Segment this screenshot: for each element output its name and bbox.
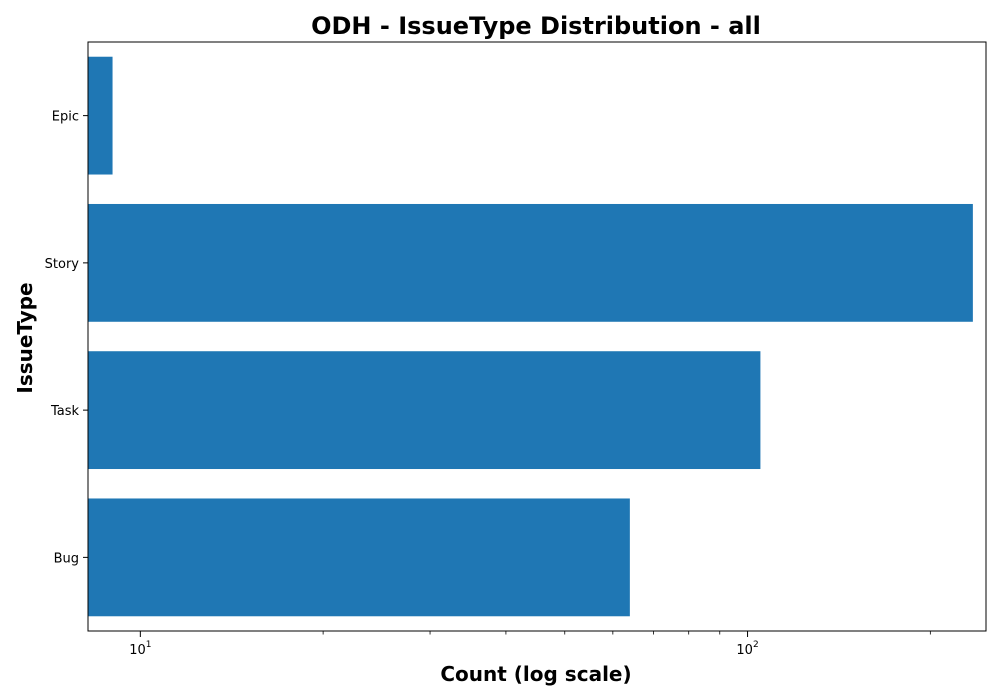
y-tick-label: Task [50, 404, 80, 419]
y-axis-ticks: Epic Story Task Bug [45, 110, 88, 566]
y-tick-label: Epic [52, 110, 79, 125]
y-tick-label: Story [45, 257, 80, 272]
x-axis-label: Count (log scale) [440, 662, 631, 686]
bar-epic [88, 56, 113, 175]
plot-frame [87, 41, 987, 632]
bar-bug [88, 498, 630, 617]
y-tick-label: Bug [54, 551, 79, 566]
x-tick-label: 102 [736, 640, 758, 658]
bar-task [88, 351, 761, 470]
chart-title: ODH - IssueType Distribution - all [311, 12, 761, 40]
x-tick-label: 101 [129, 640, 151, 658]
y-axis-label: IssueType [13, 282, 37, 393]
bars-layer [88, 56, 973, 617]
bar-story [88, 203, 973, 322]
x-axis-ticks: 101 102 [129, 631, 931, 658]
